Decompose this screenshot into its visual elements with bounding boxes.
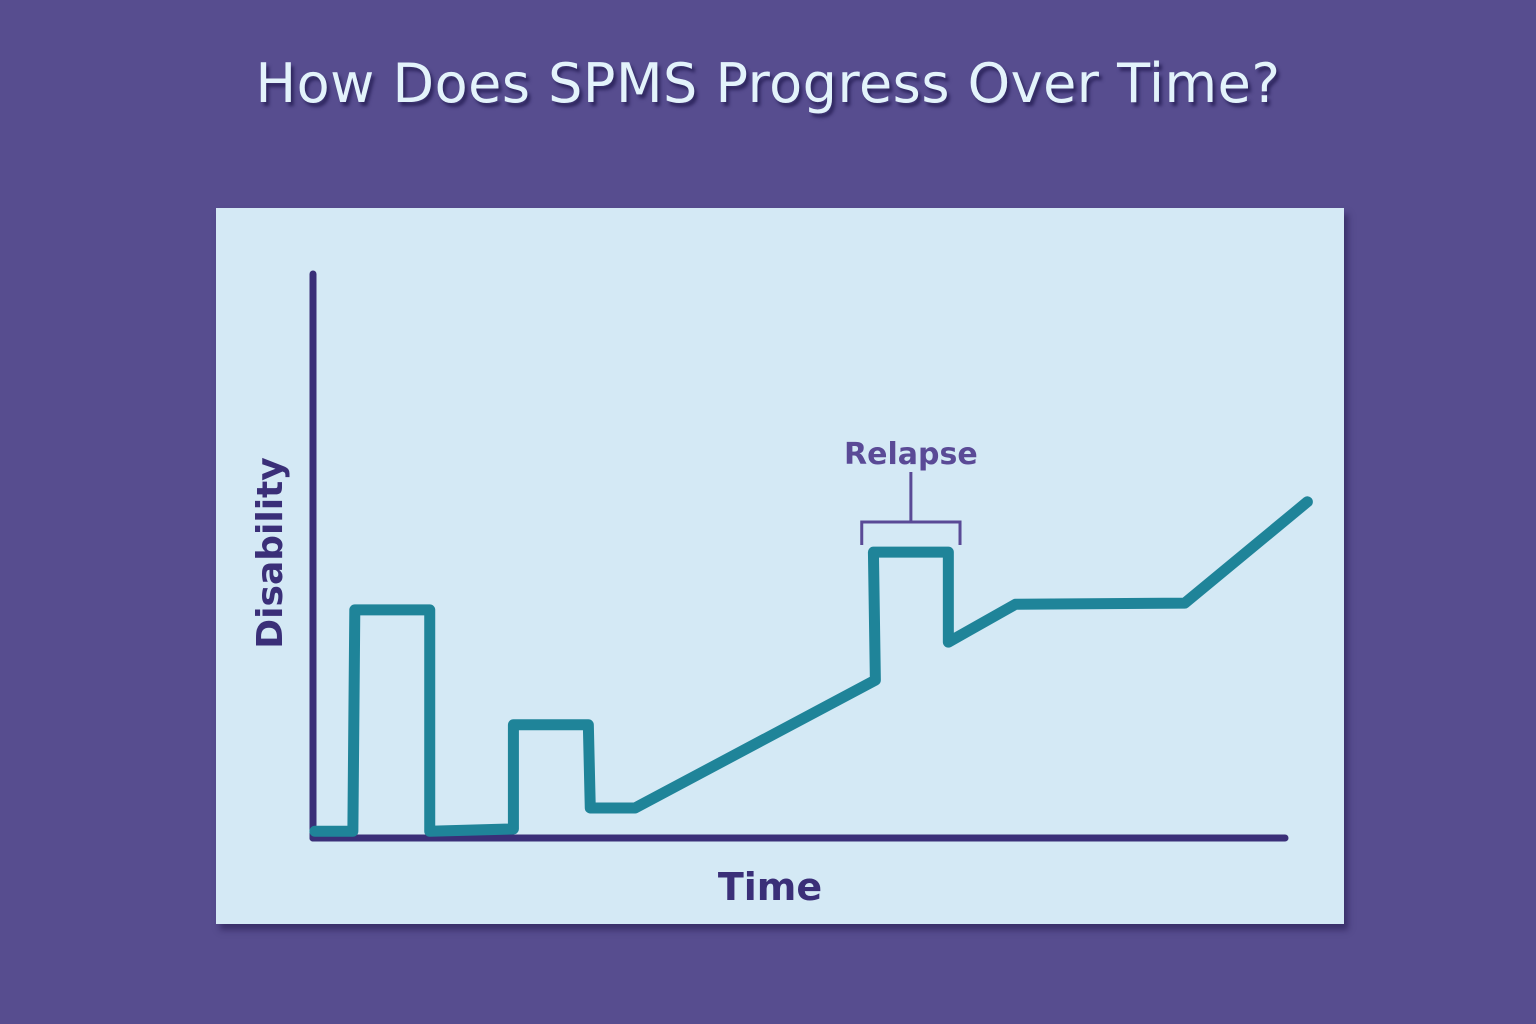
- x-axis-label: Time: [718, 865, 822, 909]
- relapse-label: Relapse: [844, 437, 978, 472]
- page-title: How Does SPMS Progress Over Time?: [255, 52, 1281, 115]
- annotation-group: Relapse: [844, 437, 978, 545]
- y-axis-label: Disability: [250, 457, 291, 648]
- relapse-bracket: [860, 472, 962, 545]
- chart-panel: [216, 208, 1344, 924]
- series-line: [309, 496, 1313, 837]
- series-group: [309, 496, 1313, 837]
